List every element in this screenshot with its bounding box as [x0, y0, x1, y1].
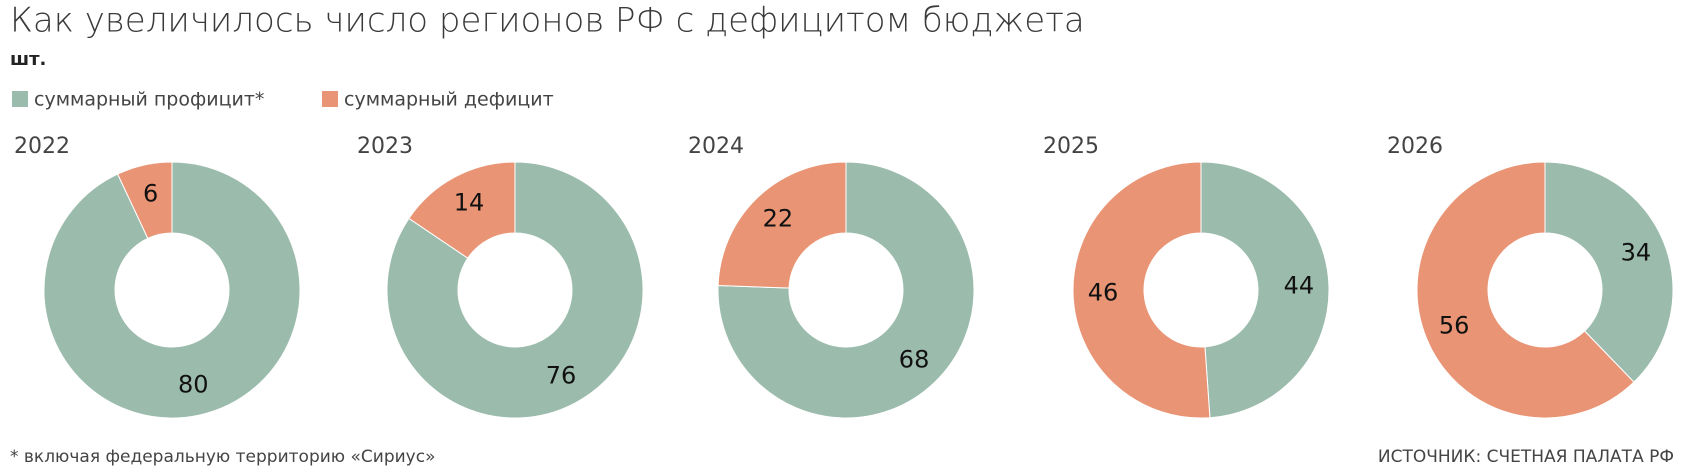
chart-year: 2026 [1387, 134, 1443, 159]
chart-year: 2023 [357, 134, 413, 159]
donut-slice [717, 161, 847, 289]
data-label: 56 [1439, 312, 1470, 340]
footnote: * включая федеральную территорию «Сириус… [10, 447, 435, 467]
data-label: 6 [143, 179, 158, 207]
data-label: 14 [454, 188, 485, 216]
data-label: 46 [1088, 278, 1119, 306]
donut-slice [1200, 161, 1330, 419]
legend-swatch [12, 91, 28, 107]
data-label: 34 [1621, 238, 1652, 266]
donut-slice [386, 161, 644, 419]
data-label: 80 [178, 371, 209, 399]
donut-slice [1544, 161, 1674, 383]
chart-year: 2022 [14, 134, 70, 159]
data-label: 22 [763, 205, 794, 233]
data-label: 68 [899, 345, 930, 373]
legend-label: суммарный профицит* [34, 89, 264, 111]
unit-label: шт. [10, 49, 46, 70]
legend-swatch [322, 91, 338, 107]
chart-year: 2024 [688, 134, 744, 159]
legend-label: суммарный дефицит [344, 89, 554, 111]
data-label: 76 [546, 362, 577, 390]
donut-slice [43, 161, 301, 419]
donut-slice [408, 161, 516, 259]
donut-slice [1416, 161, 1635, 419]
source: ИСТОЧНИК: СЧЕТНАЯ ПАЛАТА РФ [1378, 447, 1674, 467]
chart-year: 2025 [1043, 134, 1099, 159]
donut-slice [117, 161, 173, 240]
chart-title: Как увеличилось число регионов РФ с дефи… [10, 1, 1085, 41]
donut-slice [1072, 161, 1211, 419]
data-label: 44 [1284, 272, 1315, 300]
donut-slice [717, 161, 975, 419]
